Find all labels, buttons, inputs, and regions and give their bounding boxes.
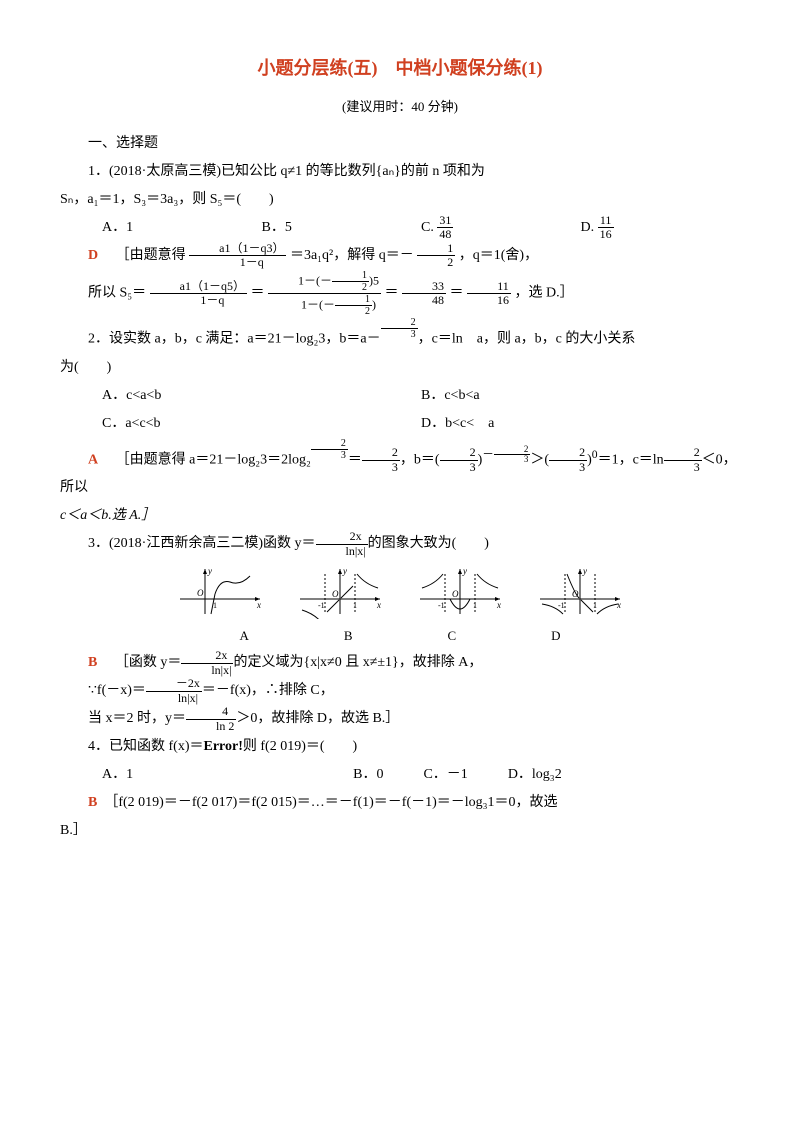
q2-answer: A: [88, 452, 98, 467]
q1-stem-line1: 1．(2018·太原高三模)已知公比 q≠1 的等比数列{aₙ}的前 n 项和为: [60, 158, 740, 186]
svg-text:O: O: [197, 588, 204, 598]
svg-text:x: x: [616, 600, 621, 610]
q4-stem: 4．已知函数 f(x)＝Error!则 f(2 019)＝( ): [60, 733, 740, 761]
q3-label-b: B: [344, 623, 353, 649]
q4-opt-b: B．0: [353, 761, 383, 789]
svg-text:x: x: [376, 600, 381, 610]
svg-text:1: 1: [473, 601, 477, 610]
q2-solution: A ［由题意得 a＝21－log₂3＝2log₂23＝23，b＝(23)－23＞…: [60, 438, 740, 503]
q1-solution-line1: D ［由题意得 a1（1－q3）1－q ＝3a₁q²，解得 q＝－ 12 ，q＝…: [60, 242, 740, 270]
q1-opt-b: B．5: [262, 214, 422, 242]
q1-solution-line2: 所以 S₅＝ a1（1－q5）1－q ＝ 1－(－12)5 1－(－12) ＝ …: [60, 270, 740, 317]
q3-answer: B: [88, 655, 97, 670]
svg-text:y: y: [342, 566, 347, 576]
q2-opt-c: C．a<c<b: [102, 410, 421, 438]
svg-text:-1: -1: [438, 601, 445, 610]
q3-fig-b: O y x -1 1: [295, 564, 385, 619]
svg-text:x: x: [256, 600, 261, 610]
q3-figures: O y x 1 O y x -1 1 O y: [60, 564, 740, 619]
q3-fig-c: O y x -1 1: [415, 564, 505, 619]
q3-label-a: A: [239, 623, 248, 649]
q3-solution-line2: ∵f(－x)＝－2xln|x|＝－f(x)，∴排除 C，: [60, 677, 740, 705]
q4-opt-a: A．1: [102, 761, 133, 789]
q3-solution-line1: B ［函数 y＝2xln|x|的定义域为{x|x≠0 且 x≠±1}，故排除 A…: [60, 649, 740, 677]
q1-options: A．1 B．5 C. 3148 D. 1116: [60, 214, 740, 242]
q3-label-c: C: [448, 623, 457, 649]
q4-solution-line2: B.］: [60, 817, 740, 845]
svg-text:y: y: [462, 566, 467, 576]
q2-options: A．c<a<b B．c<b<a C．a<c<b D．b<c< a: [60, 382, 740, 438]
q4-opt-d: D．log₃2: [508, 761, 562, 789]
q4-opt-c: C．－1: [423, 761, 467, 789]
q1-opt-c: C. 3148: [421, 214, 581, 242]
q2-opt-d: D．b<c< a: [421, 410, 740, 438]
q1-opt-d: D. 1116: [581, 214, 741, 242]
q2-opt-b: B．c<b<a: [421, 382, 740, 410]
svg-text:O: O: [332, 589, 339, 599]
svg-text:-1: -1: [558, 601, 565, 610]
q1-answer: D: [88, 248, 98, 263]
svg-text:1: 1: [593, 601, 597, 610]
q3-stem: 3．(2018·江西新余高三二模)函数 y＝2xln|x|的图象大致为( ): [60, 530, 740, 558]
q1-stem-line2: Sₙ，a₁＝1，S₃＝3a₃，则 S₅＝( ): [60, 186, 740, 214]
q3-solution-line3: 当 x＝2 时，y＝4ln 2＞0，故排除 D，故选 B.］: [60, 705, 740, 733]
svg-text:x: x: [496, 600, 501, 610]
q3-fig-d: O y x -11: [535, 564, 625, 619]
q2-stem-line2: 为( ): [60, 354, 740, 382]
svg-text:y: y: [582, 566, 587, 576]
page-subtitle: (建议用时：40 分钟): [60, 94, 740, 120]
svg-text:O: O: [452, 589, 459, 599]
q1-opt-a: A．1: [102, 214, 262, 242]
q4-answer: B: [88, 795, 97, 810]
q2-solution-line2: c＜a＜b.选 A.］: [60, 502, 740, 530]
svg-text:y: y: [207, 566, 212, 576]
svg-text:1: 1: [353, 601, 357, 610]
q2-opt-a: A．c<a<b: [102, 382, 421, 410]
q4-solution: B ［f(2 019)＝－f(2 017)＝f(2 015)＝…＝－f(1)＝－…: [60, 789, 740, 817]
q3-fig-labels: A B C D: [60, 623, 740, 649]
q2-stem: 2．设实数 a，b，c 满足：a＝21－log₂3，b＝a－23，c＝ln a，…: [60, 317, 740, 354]
svg-text:-1: -1: [318, 601, 325, 610]
page-title: 小题分层练(五) 中档小题保分练(1): [60, 50, 740, 86]
q3-label-d: D: [551, 623, 560, 649]
q3-fig-a: O y x 1: [175, 564, 265, 619]
q4-options: A．1 B．0 C．－1 D．log₃2: [60, 761, 740, 789]
section-heading: 一、选择题: [60, 130, 740, 158]
